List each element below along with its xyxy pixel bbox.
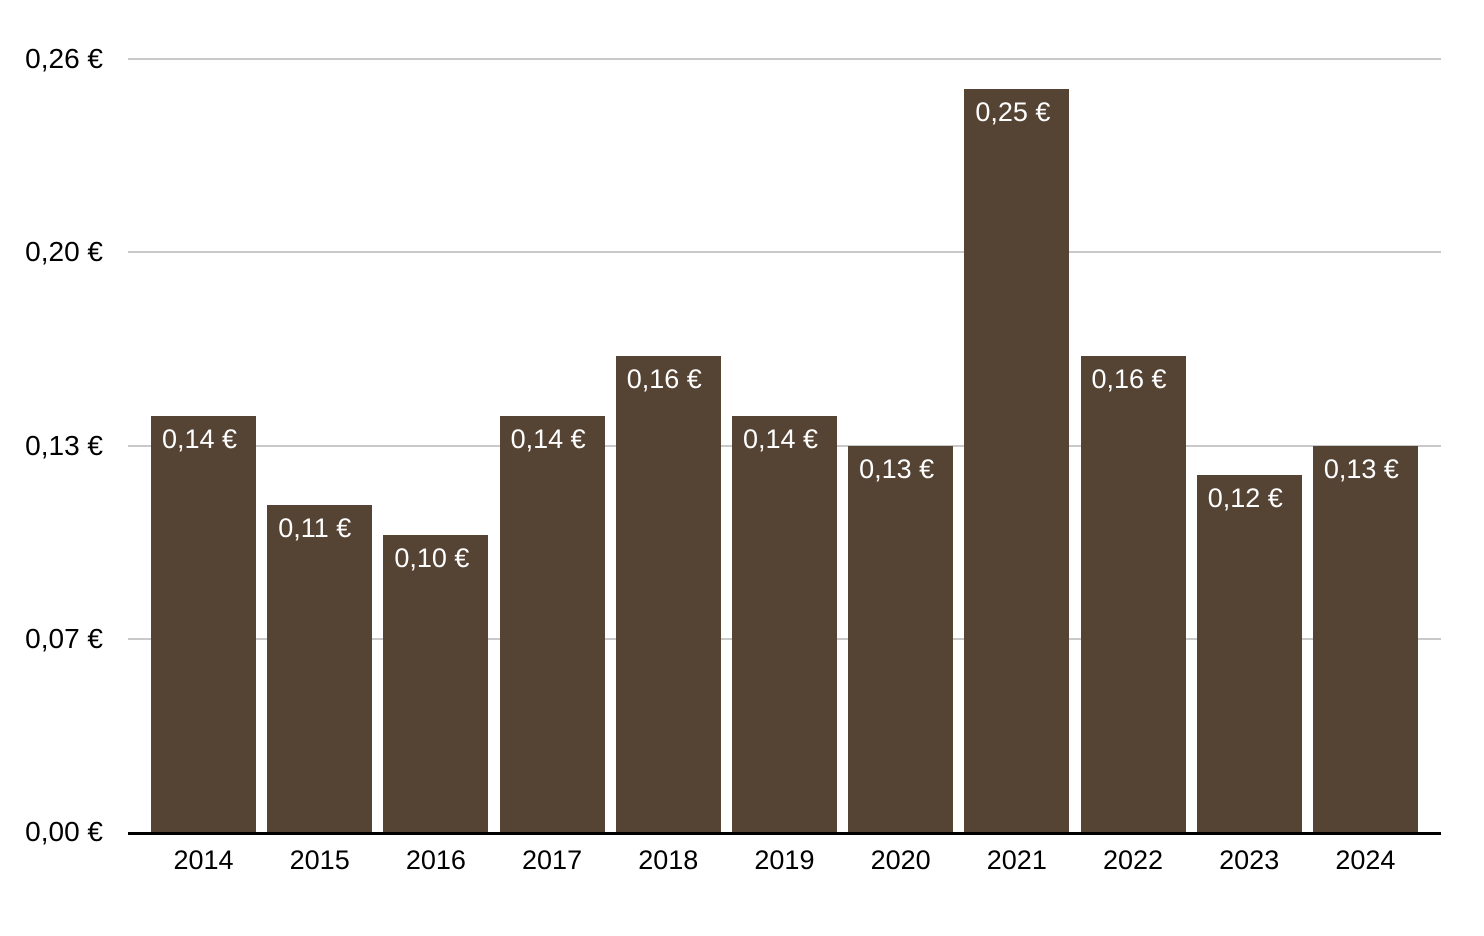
x-tick-label-2015: 2015 <box>289 845 350 875</box>
bar-2022: 0,16 € <box>1080 356 1186 832</box>
plot-area: 0,14 € 0,11 € 0,10 € 0,14 € 0,16 € 0,14 € 0,13… <box>128 58 1441 835</box>
bar-value-label: 0,13 € <box>1323 453 1399 484</box>
y-tick-label: 0,00 € <box>25 816 103 847</box>
gridline-0,26 <box>128 58 1441 60</box>
bar-value-label: 0,12 € <box>1207 483 1283 514</box>
bar-2019: 0,14 € <box>731 415 837 832</box>
bar-2017: 0,14 € <box>499 415 605 832</box>
bar-value-label: 0,14 € <box>510 423 586 454</box>
x-axis: 2014 2015 2016 2017 2018 2019 2020 2021 2022 2023… <box>128 845 1441 876</box>
bar-2020: 0,13 € <box>848 445 954 832</box>
x-tick-label-2024: 2024 <box>1335 845 1396 875</box>
bar-value-label: 0,13 € <box>859 453 935 484</box>
gridline-0,20 <box>128 251 1441 254</box>
bar-value-label: 0,11 € <box>278 512 352 543</box>
bar-2014: 0,14 € <box>151 415 256 832</box>
bar-2023: 0,12 € <box>1196 475 1302 832</box>
bar-value-label: 0,14 € <box>742 423 819 454</box>
x-tick-label-2017: 2017 <box>522 845 583 875</box>
bar-2016: 0,10 € <box>383 534 489 832</box>
y-tick-label: 0,13 € <box>25 429 103 461</box>
x-tick-label-2019: 2019 <box>754 845 815 875</box>
y-tick-label: 0,20 € <box>25 236 103 268</box>
bar-2021: 0,25 € <box>964 88 1070 832</box>
x-tick-label-2018: 2018 <box>638 845 699 875</box>
y-tick-label: 0,26 € <box>25 43 103 74</box>
bar-2018: 0,16 € <box>615 356 721 832</box>
y-tick-label: 0,07 € <box>25 622 103 654</box>
bar-2024: 0,13 € <box>1312 445 1418 832</box>
bar-value-label: 0,14 € <box>162 423 238 454</box>
x-tick-label-2023: 2023 <box>1219 845 1280 875</box>
x-tick-label-2020: 2020 <box>870 845 931 875</box>
x-tick-label-2022: 2022 <box>1102 845 1164 875</box>
bar-2015: 0,11 € <box>267 504 373 832</box>
x-tick-label-2021: 2021 <box>986 845 1047 875</box>
bar-value-label: 0,16 € <box>626 364 702 395</box>
bar-value-label: 0,16 € <box>1091 364 1167 395</box>
bar-series: 0,14 € 0,11 € 0,10 € 0,14 € 0,16 € 0,14 € 0,13… <box>128 59 1441 832</box>
x-tick-label-2014: 2014 <box>173 845 234 875</box>
bar-value-label: 0,25 € <box>975 96 1051 127</box>
x-tick-label-2016: 2016 <box>405 845 466 875</box>
bar-value-label: 0,10 € <box>394 542 470 573</box>
